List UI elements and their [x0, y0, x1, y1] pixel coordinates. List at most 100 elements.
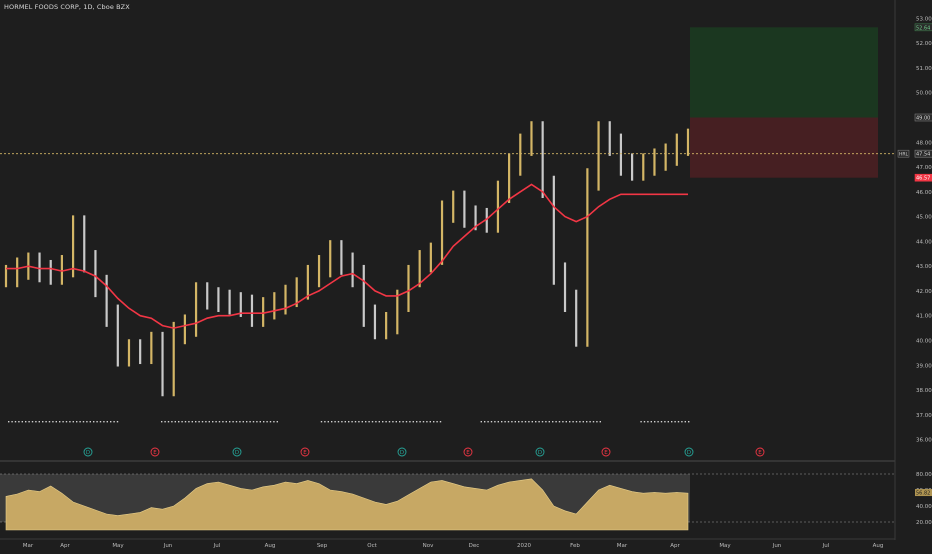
session-mark: [647, 421, 649, 423]
session-mark: [35, 421, 37, 423]
session-mark: [660, 421, 663, 423]
session-mark: [535, 421, 537, 423]
time-axis-label: Jul: [822, 543, 830, 549]
event-marker-label: E: [604, 450, 608, 456]
session-mark: [14, 421, 17, 423]
price-axis-background: [895, 0, 932, 550]
session-mark: [392, 421, 394, 423]
time-axis-label: Apr: [670, 543, 680, 549]
oscillator-value-badge: [915, 489, 932, 497]
session-mark: [555, 421, 557, 423]
session-mark: [348, 421, 350, 423]
session-mark: [650, 421, 652, 423]
price-tick-label: 42.00: [916, 289, 932, 295]
session-mark: [215, 421, 217, 423]
event-marker-label: D: [86, 450, 90, 456]
event-marker-label: D: [235, 450, 239, 456]
session-mark: [21, 421, 23, 423]
earnings-marker-icon: [150, 447, 160, 457]
session-mark: [681, 421, 683, 423]
session-mark: [239, 421, 241, 423]
price-tick-label: 40.00: [916, 339, 932, 345]
session-mark: [48, 421, 51, 423]
oscillator-tick-label: 20.00: [916, 520, 932, 526]
session-mark: [324, 421, 326, 423]
session-mark: [208, 421, 210, 423]
event-marker-label: E: [466, 450, 470, 456]
entry-price-badge-label: 49.00: [916, 116, 930, 122]
event-marker-label: E: [303, 450, 307, 456]
session-mark: [405, 421, 408, 423]
session-mark: [8, 421, 10, 423]
time-axis-label: Feb: [570, 543, 580, 549]
session-mark: [103, 421, 105, 423]
price-tick-label: 41.00: [916, 314, 932, 320]
session-mark: [327, 421, 329, 423]
session-mark: [365, 421, 367, 423]
session-mark: [541, 421, 544, 423]
session-mark: [116, 421, 119, 423]
session-mark: [273, 421, 275, 423]
target-zone: [690, 27, 878, 118]
dividend-marker-icon: [684, 447, 694, 457]
price-tick-label: 48.00: [916, 140, 932, 146]
session-mark: [89, 421, 91, 423]
session-mark: [371, 421, 374, 423]
session-mark: [59, 421, 61, 423]
price-tick-label: 43.00: [916, 264, 932, 270]
session-mark: [654, 421, 656, 423]
event-marker-label: D: [400, 450, 404, 456]
time-axis-label: Sep: [317, 543, 328, 549]
session-mark: [331, 421, 333, 423]
session-mark: [195, 421, 197, 423]
session-mark: [249, 421, 251, 423]
session-mark: [361, 421, 363, 423]
session-mark: [344, 421, 346, 423]
target-price-badge: [914, 23, 932, 32]
session-mark: [684, 421, 686, 423]
session-mark: [382, 421, 384, 423]
price-tick-label: 37.00: [916, 413, 932, 419]
session-mark: [368, 421, 370, 423]
price-tick-label: 45.00: [916, 215, 932, 221]
session-mark: [511, 421, 513, 423]
session-mark: [484, 421, 486, 423]
session-mark: [167, 421, 170, 423]
session-mark: [212, 421, 214, 423]
session-mark: [422, 421, 425, 423]
session-mark: [640, 421, 642, 423]
session-mark: [164, 421, 166, 423]
session-mark: [677, 421, 680, 423]
session-mark: [28, 421, 30, 423]
session-mark: [548, 421, 550, 423]
session-mark: [246, 421, 248, 423]
session-mark: [558, 421, 561, 423]
session-mark: [79, 421, 81, 423]
event-marker-label: E: [758, 450, 762, 456]
session-mark: [334, 421, 336, 423]
price-badge-label: 47.54: [916, 152, 930, 158]
session-mark: [161, 421, 163, 423]
session-mark: [497, 421, 499, 423]
session-mark: [399, 421, 401, 423]
session-mark: [69, 421, 71, 423]
session-mark: [402, 421, 404, 423]
session-mark: [225, 421, 227, 423]
session-mark: [42, 421, 44, 423]
price-tick-label: 44.00: [916, 239, 932, 245]
session-mark: [82, 421, 85, 423]
time-axis-label: 2020: [517, 543, 531, 549]
session-mark: [354, 421, 357, 423]
session-mark: [55, 421, 57, 423]
session-mark: [351, 421, 353, 423]
dividend-marker-icon: [232, 447, 242, 457]
session-mark: [426, 421, 428, 423]
dividend-marker-icon: [397, 447, 407, 457]
stop-price-badge: [914, 173, 932, 182]
entry-price-badge: [914, 113, 932, 122]
session-mark: [52, 421, 54, 423]
session-mark: [487, 421, 489, 423]
session-mark: [395, 421, 397, 423]
